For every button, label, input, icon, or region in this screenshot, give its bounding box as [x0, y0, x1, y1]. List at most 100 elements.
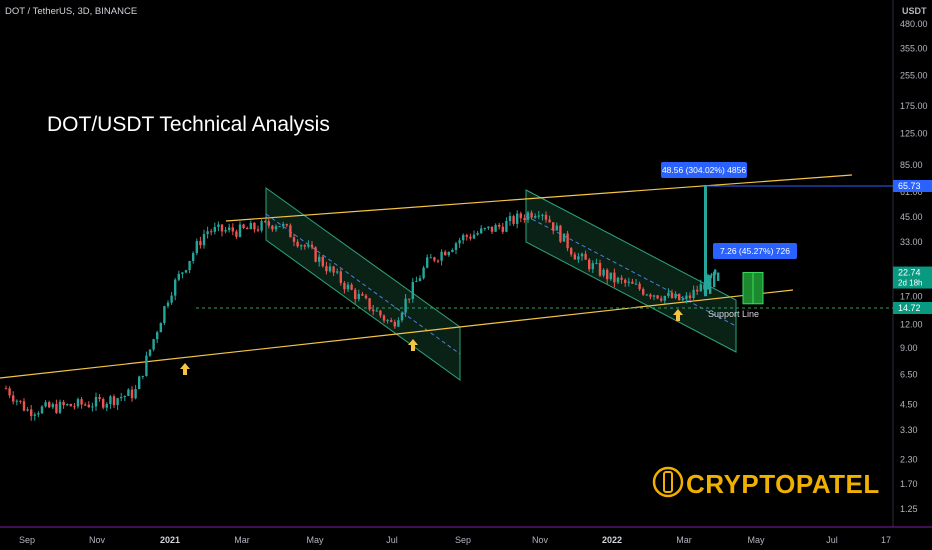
candle-body: [55, 404, 58, 413]
y-tick-label: 6.50: [900, 370, 918, 380]
candle-body: [58, 401, 62, 413]
candle-body: [80, 399, 83, 405]
candle-body: [609, 272, 612, 280]
candle-body: [300, 245, 303, 247]
candle-body: [231, 227, 234, 232]
candle-body: [318, 256, 321, 262]
candle-body: [134, 389, 137, 399]
candle-body: [591, 263, 594, 270]
y-tick-label: 480.00: [900, 19, 928, 29]
candle-body: [480, 228, 483, 234]
candle-body: [372, 309, 375, 312]
candle-body: [130, 389, 134, 399]
candle-body: [476, 233, 479, 235]
y-tick-label: 255.00: [900, 70, 928, 80]
candle-body: [397, 320, 400, 327]
candle-body: [634, 283, 638, 285]
candle-body: [548, 219, 551, 223]
candle-body: [321, 256, 324, 267]
candle-body: [238, 224, 242, 237]
candle-body: [613, 272, 616, 283]
candle-body: [483, 228, 486, 230]
candle-body: [516, 213, 519, 224]
x-tick-label: 2022: [602, 535, 622, 545]
candle-body: [206, 231, 209, 235]
candle-body: [454, 243, 458, 250]
candle-body: [580, 253, 584, 257]
candle-body: [210, 231, 213, 233]
candle-body: [264, 221, 267, 223]
candle-body: [184, 270, 188, 273]
candle-body: [418, 278, 422, 282]
candle-body: [292, 237, 296, 242]
descending-channel-2: [525, 189, 737, 353]
candle-body: [166, 302, 170, 307]
post-pump-candle: [713, 271, 716, 288]
price-tag-bg: [893, 302, 932, 314]
candle-body: [519, 213, 522, 219]
candle-body: [534, 216, 537, 218]
support-trendline: [0, 289, 794, 379]
candle-body: [116, 398, 119, 406]
candle-body: [44, 402, 47, 407]
last-candle: [717, 272, 720, 281]
candle-body: [559, 225, 562, 242]
candle-body: [667, 292, 670, 296]
candle-body: [465, 235, 468, 237]
candle-body: [674, 293, 677, 298]
candle-body: [588, 259, 591, 270]
candle-body: [433, 257, 436, 261]
candle-body: [253, 222, 256, 230]
candle-body: [84, 404, 87, 406]
candle-body: [91, 406, 94, 408]
candle-body: [368, 298, 371, 310]
candle-body: [602, 269, 605, 276]
candle-body: [490, 226, 494, 232]
candle-body: [451, 249, 454, 252]
candle-body: [98, 397, 101, 399]
price-tag-bg: [893, 180, 932, 192]
candle-body: [170, 295, 173, 303]
candle-body: [289, 225, 292, 238]
candle-body: [163, 306, 166, 324]
candle-body: [498, 224, 501, 227]
candle-body: [357, 293, 360, 300]
candle-body: [152, 339, 155, 350]
candle-body: [19, 400, 22, 402]
candle-body: [148, 349, 152, 356]
candle-body: [649, 294, 652, 297]
pump-candle: [704, 186, 707, 297]
candle-body: [246, 228, 249, 230]
candle-body: [642, 289, 645, 295]
candle-body: [361, 293, 364, 296]
y-tick-label: 2.30: [900, 454, 918, 464]
candle-body: [8, 388, 11, 396]
candle-body: [274, 226, 278, 230]
candle-body: [177, 273, 180, 280]
candle-body: [195, 241, 198, 254]
candle-body: [577, 256, 580, 260]
candle-body: [670, 292, 674, 298]
candle-body: [440, 251, 443, 261]
candle-body: [382, 315, 386, 321]
candle-body: [436, 260, 440, 262]
price-tag: 65.73: [898, 181, 921, 191]
y-tick-label: 355.00: [900, 43, 928, 53]
x-tick-label: Sep: [19, 535, 35, 545]
candle-body: [4, 388, 8, 390]
candle-body: [156, 332, 159, 340]
x-tick-label: Mar: [676, 535, 692, 545]
candle-body: [393, 321, 396, 327]
candle-body: [692, 289, 695, 299]
candle-body: [555, 225, 558, 231]
candle-body: [199, 241, 202, 246]
candle-body: [616, 277, 620, 283]
candle-body: [224, 229, 227, 232]
candle-body: [429, 257, 432, 259]
candle-body: [123, 395, 126, 398]
candle-body: [235, 231, 238, 237]
logo-coin-inner: [663, 471, 673, 493]
logo-text: CRYPTOPATEL: [686, 469, 880, 499]
